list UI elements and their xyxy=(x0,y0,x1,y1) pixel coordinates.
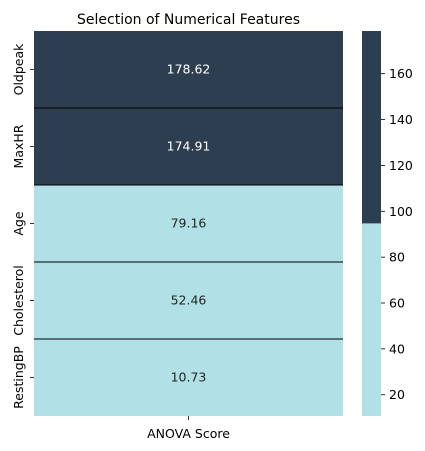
colorbar-tick-label: 100 xyxy=(389,204,413,219)
cell-value-label: 52.46 xyxy=(171,293,207,308)
cell-value-label: 178.62 xyxy=(167,62,211,77)
colorbar-tick-label: 20 xyxy=(389,387,405,402)
cell-value-label: 79.16 xyxy=(171,216,207,231)
y-tick-label-age: Age xyxy=(11,211,26,235)
y-axis: Oldpeak MaxHR Age Cholesterol RestingBP xyxy=(11,43,34,409)
heatmap-cell-oldpeak xyxy=(34,31,343,108)
heatmap-cell-maxhr xyxy=(34,108,343,185)
y-tick-label-cholesterol: Cholesterol xyxy=(11,265,26,336)
y-tick-label-oldpeak: Oldpeak xyxy=(11,43,26,96)
colorbar-tick-label: 140 xyxy=(389,112,413,127)
cell-value-label: 10.73 xyxy=(171,370,207,385)
y-tick-label-maxhr: MaxHR xyxy=(11,124,26,168)
colorbar-tick-label: 40 xyxy=(389,341,405,356)
heatmap-cell-age xyxy=(34,185,343,262)
colorbar: 20 40 60 80 100 120 140 160 xyxy=(362,31,413,416)
colorbar-tick-label: 120 xyxy=(389,158,413,173)
heatmap-cell-restingbp xyxy=(34,339,343,416)
x-axis: ANOVA Score xyxy=(147,416,230,441)
colorbar-tick-label: 80 xyxy=(389,250,405,265)
cell-value-label: 174.91 xyxy=(167,139,211,154)
colorbar-tick-label: 160 xyxy=(389,66,413,81)
colorbar-low-segment xyxy=(362,223,381,416)
heatmap-cell-cholesterol xyxy=(34,262,343,339)
colorbar-high-segment xyxy=(362,31,381,224)
x-tick-label: ANOVA Score xyxy=(147,426,230,441)
colorbar-tick-label: 60 xyxy=(389,296,405,311)
y-tick-label-restingbp: RestingBP xyxy=(11,346,26,409)
heatmap-cells: 178.62 174.91 79.16 52.46 10.73 xyxy=(34,31,343,416)
chart-title: Selection of Numerical Features xyxy=(77,12,300,28)
